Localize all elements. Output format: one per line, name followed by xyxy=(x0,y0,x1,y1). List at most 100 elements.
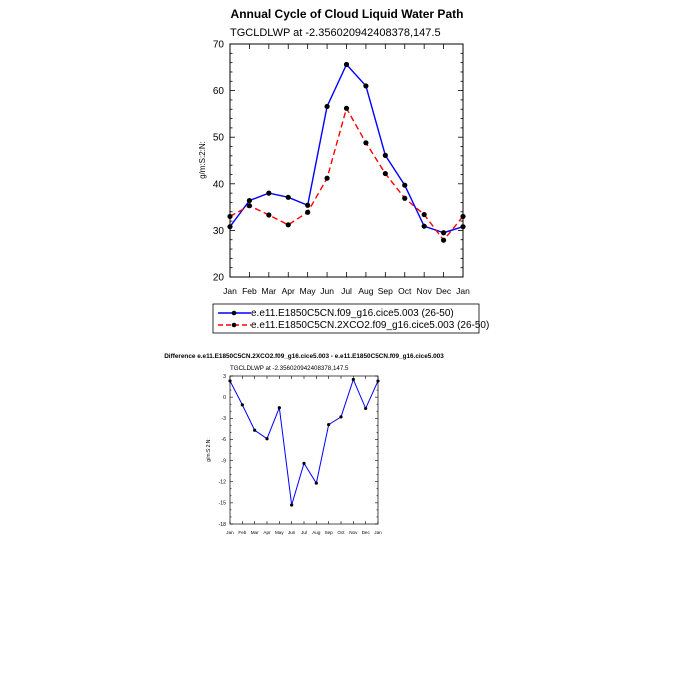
x-tick-label: Mar xyxy=(262,286,277,296)
x-tick-label: Jun xyxy=(288,530,296,535)
y-tick-label: 3 xyxy=(223,374,226,380)
data-point-series-1 xyxy=(290,503,294,507)
data-point-series-2 xyxy=(460,213,466,220)
chart2-plot-area: -18 -15 -12 -9 -6 -3 0 3 Jan Feb Mar Apr May Jun Jul Au… xyxy=(219,374,383,535)
y-tick-label: -9 xyxy=(221,458,226,464)
chart1-legend-box xyxy=(212,303,480,334)
data-point-series-1 xyxy=(363,83,369,89)
y-tick-label: -3 xyxy=(221,416,226,422)
data-point-series-1 xyxy=(339,415,343,419)
x-tick-label: Sep xyxy=(325,530,334,535)
y-tick-label: 30 xyxy=(213,226,225,237)
x-tick-label: Aug xyxy=(358,286,373,296)
x-tick-label: Apr xyxy=(263,530,271,535)
y-tick-label: 0 xyxy=(223,395,226,401)
data-point-series-1 xyxy=(327,423,331,427)
chart1-subtitle: TGCLDLWP at -2.356020942408378,147.5 xyxy=(230,27,441,39)
data-point-series-1 xyxy=(240,403,244,407)
x-tick-label: Dec xyxy=(362,530,371,535)
x-tick-label: Jan xyxy=(226,530,234,535)
data-point-series-2 xyxy=(382,170,388,177)
data-point-series-1 xyxy=(364,406,368,411)
data-point-series-1 xyxy=(343,61,350,68)
y-tick-label: 40 xyxy=(213,179,225,190)
x-tick-label: Jan xyxy=(456,286,470,296)
y-tick-label: 70 xyxy=(213,40,225,51)
legend-item-series-1: e.e11.E1850C5CN.f09_g16.cice5.003 (26-50… xyxy=(218,308,454,319)
chart2-subtitle: TGCLDLWP at -2.356020942408378,147.5 xyxy=(230,365,349,372)
y-tick-label: -18 xyxy=(219,522,227,528)
data-point-series-1 xyxy=(265,437,269,441)
data-point-series-1 xyxy=(285,194,291,200)
x-tick-label: Feb xyxy=(242,286,257,296)
data-point-series-2 xyxy=(440,237,447,243)
x-tick-label: Oct xyxy=(398,286,412,296)
x-tick-label: May xyxy=(275,530,284,535)
legend-label-series-1: e.e11.E1850C5CN.f09_g16.cice5.003 (26-50… xyxy=(251,308,454,319)
x-tick-label: Jan xyxy=(223,286,237,296)
x-tick-label: Jul xyxy=(341,286,352,296)
data-point-series-2 xyxy=(305,209,311,215)
x-tick-label: Sep xyxy=(378,286,393,296)
data-point-series-2 xyxy=(421,211,427,218)
data-point-series-1 xyxy=(246,197,253,204)
series-line-1 xyxy=(229,378,379,506)
chart2-title: Difference e.e11.E1850C5CN.2XCO2.f09_g16… xyxy=(164,353,444,360)
data-point-series-1 xyxy=(460,224,466,230)
series-line-2 xyxy=(229,106,464,242)
x-tick-label: May xyxy=(300,286,317,296)
x-tick-label: Mar xyxy=(251,530,259,535)
x-tick-label: Oct xyxy=(337,530,345,535)
series-line-1 xyxy=(229,63,464,234)
data-point-series-2 xyxy=(285,222,291,228)
data-point-series-2 xyxy=(402,195,408,201)
x-tick-label: Feb xyxy=(238,530,246,535)
chart1-title: Annual Cycle of Cloud Liquid Water Path xyxy=(231,7,464,21)
x-tick-label: Aug xyxy=(312,530,321,535)
x-tick-label: Jan xyxy=(374,530,382,535)
plot-frame xyxy=(229,375,379,525)
y-tick-label: 50 xyxy=(213,133,225,144)
y-tick-label: -15 xyxy=(219,501,227,507)
plot-frame xyxy=(229,43,464,278)
legend-item-series-2: e.e11.E1850C5CN.2XCO2.f09_g16.cice5.003 … xyxy=(218,320,489,331)
chart1-plot-area: 20 30 40 50 60 70 Jan Feb Mar Apr May Jun Jul Aug Sep O… xyxy=(213,40,470,297)
x-tick-label: Jul xyxy=(301,530,307,535)
data-point-series-2 xyxy=(227,213,233,220)
data-point-series-1 xyxy=(314,481,318,485)
data-point-series-1 xyxy=(402,182,408,188)
data-point-series-1 xyxy=(376,379,380,383)
legend-label-series-2: e.e11.E1850C5CN.2XCO2.f09_g16.cice5.003 … xyxy=(251,320,489,331)
data-point-series-1 xyxy=(382,152,388,158)
data-point-series-2 xyxy=(324,175,330,181)
chart2-ylabel: g/m:S:2:N: xyxy=(206,438,212,462)
x-tick-label: Apr xyxy=(282,286,295,296)
data-point-series-1 xyxy=(421,223,427,229)
y-tick-label: 20 xyxy=(213,273,225,284)
data-point-series-1 xyxy=(266,190,272,196)
x-tick-label: Nov xyxy=(349,530,358,535)
chart1-ylabel: g/m:S:2:N: xyxy=(198,141,207,179)
data-point-series-2 xyxy=(266,212,272,218)
data-point-series-2 xyxy=(246,203,253,209)
data-point-series-1 xyxy=(324,103,330,110)
data-point-series-2 xyxy=(363,140,369,146)
data-point-series-1 xyxy=(440,230,447,236)
x-tick-label: Nov xyxy=(417,286,433,296)
legend-marker-series-2 xyxy=(231,322,237,328)
data-point-series-1 xyxy=(302,461,306,465)
x-tick-label: Jun xyxy=(320,286,334,296)
y-tick-label: -12 xyxy=(219,480,227,486)
data-point-series-1 xyxy=(227,224,233,230)
legend-marker-series-1 xyxy=(231,310,237,316)
data-point-series-1 xyxy=(277,406,281,410)
y-tick-label: 60 xyxy=(213,86,225,97)
data-point-series-1 xyxy=(351,377,355,382)
x-tick-label: Dec xyxy=(436,286,452,296)
data-point-series-1 xyxy=(228,379,232,383)
data-point-series-2 xyxy=(343,105,350,111)
data-point-series-1 xyxy=(305,202,311,208)
data-point-series-1 xyxy=(253,428,257,432)
y-tick-label: -6 xyxy=(221,437,226,443)
